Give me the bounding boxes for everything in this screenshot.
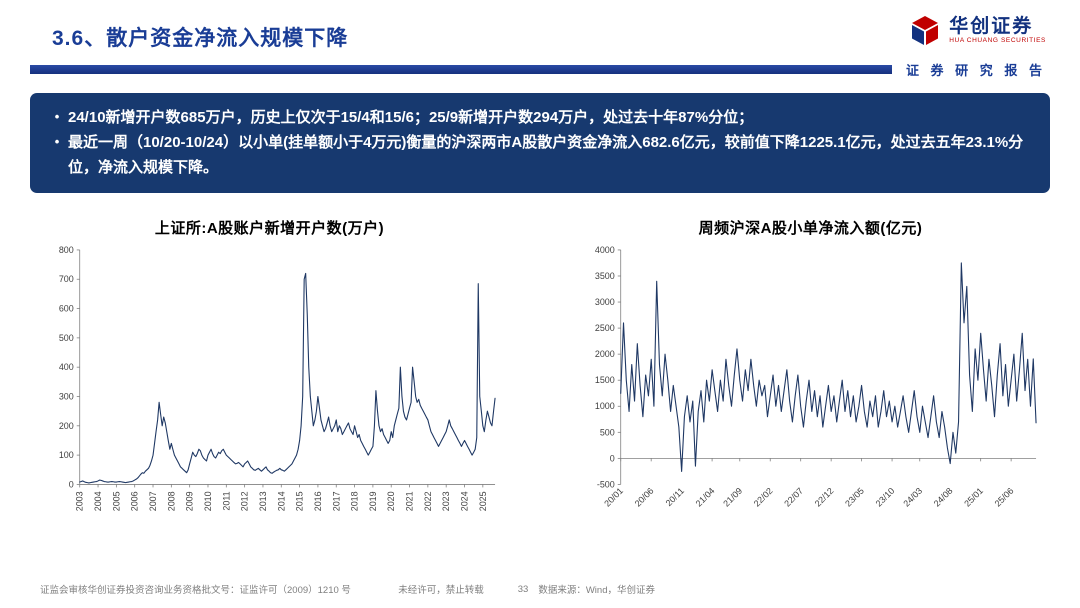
- svg-text:2006: 2006: [130, 492, 140, 512]
- page-title: 3.6、散户资金净流入规模下降: [52, 27, 349, 50]
- charts-area: 上证所:A股账户新增开户数(万户) 0 100 200 300 400 500 600 700…: [0, 217, 1080, 538]
- summary-bullet-2-text: 最近一周（10/20-10/24）以小单(挂单额小于4万元)衡量的沪深两市A股散…: [68, 133, 1024, 176]
- chart-new-accounts-title: 上证所:A股账户新增开户数(万户): [154, 220, 385, 238]
- svg-text:2023: 2023: [441, 492, 451, 512]
- chart-new-accounts-panel: 上证所:A股账户新增开户数(万户) 0 100 200 300 400 500 600 700…: [36, 217, 503, 538]
- summary-box: • 24/10新增开户数685万户，历史上仅次于15/4和15/6；25/9新增…: [30, 93, 1050, 194]
- svg-text:20/11: 20/11: [664, 486, 686, 508]
- svg-text:2004: 2004: [93, 492, 103, 512]
- svg-text:24/03: 24/03: [901, 486, 924, 509]
- svg-text:22/07: 22/07: [782, 486, 805, 509]
- svg-text:2025: 2025: [478, 492, 488, 512]
- logo-name-en: HUA CHUANG SECURITIES: [949, 37, 1046, 45]
- svg-text:2011: 2011: [221, 492, 231, 511]
- svg-text:2022: 2022: [423, 492, 433, 512]
- svg-text:23/10: 23/10: [874, 486, 897, 509]
- svg-text:2019: 2019: [368, 492, 378, 512]
- svg-text:3500: 3500: [595, 271, 615, 281]
- svg-text:3000: 3000: [595, 297, 615, 307]
- svg-text:21/04: 21/04: [694, 486, 717, 509]
- svg-text:22/12: 22/12: [813, 486, 836, 509]
- summary-bullet-1-text: 24/10新增开户数685万户，历史上仅次于15/4和15/6；25/9新增开户…: [68, 109, 754, 126]
- header-divider-bar: [30, 65, 892, 74]
- svg-text:2013: 2013: [258, 492, 268, 512]
- svg-text:800: 800: [59, 245, 74, 255]
- research-report-tagline: 证 券 研 究 报 告: [905, 63, 1046, 78]
- svg-text:200: 200: [59, 421, 74, 431]
- svg-text:2024: 2024: [460, 492, 470, 512]
- svg-text:400: 400: [59, 362, 74, 372]
- svg-text:23/05: 23/05: [843, 486, 866, 509]
- svg-text:0: 0: [610, 454, 615, 464]
- svg-text:2015: 2015: [295, 492, 305, 512]
- logo-name: 华创证券: [949, 16, 1034, 38]
- svg-text:2016: 2016: [313, 492, 323, 512]
- svg-text:2500: 2500: [595, 323, 615, 333]
- svg-text:300: 300: [59, 392, 74, 402]
- svg-text:-500: -500: [597, 480, 615, 490]
- svg-text:2018: 2018: [350, 492, 360, 512]
- svg-text:2012: 2012: [240, 492, 250, 512]
- footer-data-source: 数据来源：Wind，华创证券: [538, 585, 655, 596]
- svg-text:500: 500: [600, 428, 615, 438]
- footer-license-text: 证监会审核华创证券投资咨询业务资格批文号：证监许可（2009）1210 号: [40, 585, 351, 596]
- summary-bullet-1: • 24/10新增开户数685万户，历史上仅次于15/4和15/6；25/9新增…: [46, 106, 1028, 131]
- summary-bullet-2: • 最近一周（10/20-10/24）以小单(挂单额小于4万元)衡量的沪深两市A…: [46, 131, 1028, 181]
- huachuang-logo-icon: [912, 16, 939, 45]
- svg-text:2010: 2010: [203, 492, 213, 512]
- svg-text:4000: 4000: [595, 245, 615, 255]
- svg-text:2020: 2020: [386, 492, 396, 512]
- svg-text:2008: 2008: [166, 492, 176, 512]
- chart-new-accounts-line: 0 100 200 300 400 500 600 700 800 2003 2004 2005 200…: [59, 245, 496, 512]
- svg-text:100: 100: [59, 450, 74, 460]
- bullet-dot-icon: •: [54, 133, 60, 149]
- slide-footer: 证监会审核华创证券投资咨询业务资格批文号：证监许可（2009）1210 号 未经…: [40, 582, 1040, 597]
- svg-text:25/06: 25/06: [993, 486, 1016, 509]
- bullet-dot-icon: •: [54, 109, 60, 124]
- svg-text:2007: 2007: [148, 492, 158, 512]
- svg-text:2009: 2009: [185, 492, 195, 512]
- svg-text:2003: 2003: [75, 492, 85, 512]
- header: 3.6、散户资金净流入规模下降 华创证券 HUA CHUANG SECURITI…: [0, 0, 1080, 52]
- svg-text:22/02: 22/02: [752, 486, 775, 509]
- svg-text:0: 0: [69, 480, 74, 490]
- svg-text:2014: 2014: [276, 492, 286, 512]
- svg-text:21/09: 21/09: [721, 486, 744, 509]
- footer-page-number: 33: [517, 583, 529, 595]
- svg-text:500: 500: [59, 333, 74, 343]
- svg-text:2000: 2000: [595, 349, 615, 359]
- svg-text:2021: 2021: [404, 492, 414, 512]
- svg-text:1500: 1500: [595, 375, 615, 385]
- header-rule: 证 券 研 究 报 告: [30, 60, 1046, 79]
- svg-text:600: 600: [59, 304, 74, 314]
- chart-small-order-inflow-panel: 周频沪深A股小单净流入额(亿元) -500 0 500 1000 1500 2000 250…: [577, 217, 1044, 538]
- svg-text:20/06: 20/06: [633, 486, 656, 509]
- svg-text:2005: 2005: [111, 492, 121, 512]
- svg-text:2017: 2017: [331, 492, 341, 512]
- svg-text:24/08: 24/08: [932, 486, 955, 509]
- chart-small-order-inflow-title: 周频沪深A股小单净流入额(亿元): [698, 220, 923, 238]
- chart-small-order-inflow-line: -500 0 500 1000 1500 2000 2500 3000 3500 4000 20/0…: [595, 245, 1037, 509]
- brand-logo: 华创证券 HUA CHUANG SECURITIES: [908, 16, 1046, 46]
- svg-text:1000: 1000: [595, 401, 615, 411]
- svg-text:25/01: 25/01: [962, 486, 985, 509]
- svg-text:700: 700: [59, 274, 74, 284]
- footer-copyright-notice: 未经许可，禁止转载: [398, 585, 484, 596]
